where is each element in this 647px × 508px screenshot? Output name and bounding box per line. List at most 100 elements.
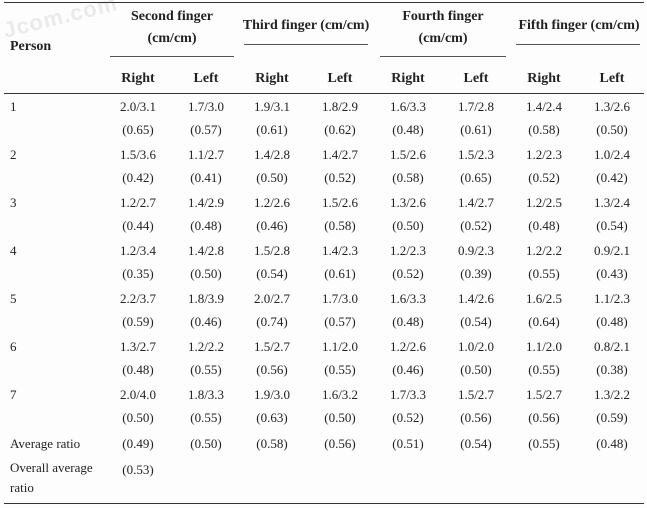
- ratio-value: (0.52): [392, 410, 424, 425]
- ratio-value: (0.38): [596, 362, 628, 377]
- ratio-value: (0.55): [528, 266, 560, 281]
- ratio-value: (0.50): [256, 170, 288, 185]
- measurement-value: 1.5/2.3: [457, 147, 495, 162]
- measurement-value: 1.7/3.0: [321, 291, 359, 306]
- ratio-value: (0.59): [596, 410, 628, 425]
- header-third-finger: Third finger (cm/cm): [240, 15, 372, 37]
- average-ratio-value: (0.55): [528, 436, 560, 451]
- ratio-value: (0.44): [122, 218, 154, 233]
- header-third-finger-line1: Third finger (cm/cm): [242, 18, 370, 33]
- ratio-value: (0.48): [528, 218, 560, 233]
- average-ratio-label: Average ratio: [10, 436, 81, 451]
- ratio-value: (0.57): [324, 314, 356, 329]
- measurement-value: 1.4/2.3: [321, 243, 359, 258]
- ratio-value: (0.61): [460, 122, 492, 137]
- ratio-value: (0.56): [460, 410, 492, 425]
- ratio-value: (0.35): [122, 266, 154, 281]
- ratio-value: (0.58): [324, 218, 356, 233]
- measurement-value: 0.9/2.3: [457, 243, 495, 258]
- overall-average-label: Overall average ratio: [10, 458, 93, 498]
- ratio-value: (0.46): [256, 218, 288, 233]
- ratio-value: (0.58): [392, 170, 424, 185]
- header-side-left: Left: [463, 71, 489, 86]
- header-fourth-finger-line1: Fourth finger: [402, 9, 484, 24]
- measurement-value: 1.3/2.6: [593, 99, 631, 114]
- measurement-value: 1.2/2.6: [389, 339, 427, 354]
- measurement-value: 1.7/2.8: [457, 99, 495, 114]
- ratio-value: (0.54): [460, 314, 492, 329]
- ratio-value: (0.57): [190, 122, 222, 137]
- header-bottom-rule: [4, 93, 644, 94]
- measurement-value: 1.5/2.6: [389, 147, 427, 162]
- measurement-value: 1.4/2.4: [525, 99, 563, 114]
- measurement-value: 1.5/2.8: [253, 243, 291, 258]
- measurement-value: 1.6/3.3: [389, 99, 427, 114]
- ratio-value: (0.52): [528, 170, 560, 185]
- ratio-value: (0.48): [392, 314, 424, 329]
- measurement-value: 1.0/2.4: [593, 147, 631, 162]
- ratio-value: (0.58): [528, 122, 560, 137]
- header-fourth-finger-line2: (cm/cm): [418, 31, 468, 46]
- measurement-value: 1.4/2.8: [187, 243, 225, 258]
- measurement-value: 1.5/3.6: [119, 147, 157, 162]
- ratio-value: (0.55): [190, 410, 222, 425]
- ratio-value: (0.48): [122, 362, 154, 377]
- header-second-finger-rule: [110, 56, 234, 57]
- ratio-value: (0.48): [190, 218, 222, 233]
- measurement-value: 1.8/2.9: [321, 99, 359, 114]
- overall-average-label-line1: Overall average: [10, 460, 93, 475]
- header-fourth-finger: Fourth finger (cm/cm): [376, 6, 510, 50]
- average-ratio-value: (0.58): [256, 436, 288, 451]
- header-side-right: Right: [391, 71, 425, 86]
- header-fourth-finger-rule: [380, 56, 506, 57]
- header-side-right: Right: [255, 71, 289, 86]
- person-id: 6: [10, 339, 17, 354]
- measurement-value: 1.1/2.0: [525, 339, 563, 354]
- measurement-value: 1.4/2.6: [457, 291, 495, 306]
- ratio-value: (0.64): [528, 314, 560, 329]
- measurement-value: 1.6/3.3: [389, 291, 427, 306]
- measurement-value: 1.4/2.7: [457, 195, 495, 210]
- ratio-value: (0.59): [122, 314, 154, 329]
- measurement-value: 1.3/2.4: [593, 195, 631, 210]
- header-fifth-finger: Fifth finger (cm/cm): [514, 15, 644, 37]
- person-id: 1: [10, 99, 17, 114]
- person-id: 7: [10, 387, 17, 402]
- table-top-rule: [4, 2, 644, 3]
- measurement-value: 1.9/3.1: [253, 99, 291, 114]
- measurement-value: 1.2/2.7: [119, 195, 157, 210]
- average-ratio-value: (0.54): [460, 436, 492, 451]
- ratio-value: (0.48): [392, 122, 424, 137]
- measurement-value: 1.5/2.7: [457, 387, 495, 402]
- average-ratio-value: (0.50): [190, 436, 222, 451]
- person-id: 4: [10, 243, 17, 258]
- measurement-value: 2.0/3.1: [119, 99, 157, 114]
- ratio-value: (0.42): [122, 170, 154, 185]
- ratio-value: (0.63): [256, 410, 288, 425]
- ratio-value: (0.46): [190, 314, 222, 329]
- measurement-value: 1.5/2.6: [321, 195, 359, 210]
- measurement-value: 1.3/2.6: [389, 195, 427, 210]
- measurement-value: 1.2/2.3: [525, 147, 563, 162]
- average-ratio-value: (0.48): [596, 436, 628, 451]
- measurement-value: 1.9/3.0: [253, 387, 291, 402]
- ratio-value: (0.48): [596, 314, 628, 329]
- measurement-value: 1.8/3.9: [187, 291, 225, 306]
- header-side-left: Left: [599, 71, 625, 86]
- header-side-right: Right: [121, 71, 155, 86]
- header-side-left: Left: [193, 71, 219, 86]
- ratio-value: (0.55): [528, 362, 560, 377]
- measurement-value: 1.1/2.7: [187, 147, 225, 162]
- measurement-value: 0.8/2.1: [593, 339, 631, 354]
- ratio-value: (0.46): [392, 362, 424, 377]
- ratio-value: (0.52): [392, 266, 424, 281]
- ratio-value: (0.74): [256, 314, 288, 329]
- ratio-value: (0.50): [392, 218, 424, 233]
- measurement-value: 1.2/2.5: [525, 195, 563, 210]
- measurement-value: 2.2/3.7: [119, 291, 157, 306]
- ratio-value: (0.62): [324, 122, 356, 137]
- average-ratio-value: (0.49): [122, 436, 154, 451]
- ratio-value: (0.50): [460, 362, 492, 377]
- person-id: 2: [10, 147, 17, 162]
